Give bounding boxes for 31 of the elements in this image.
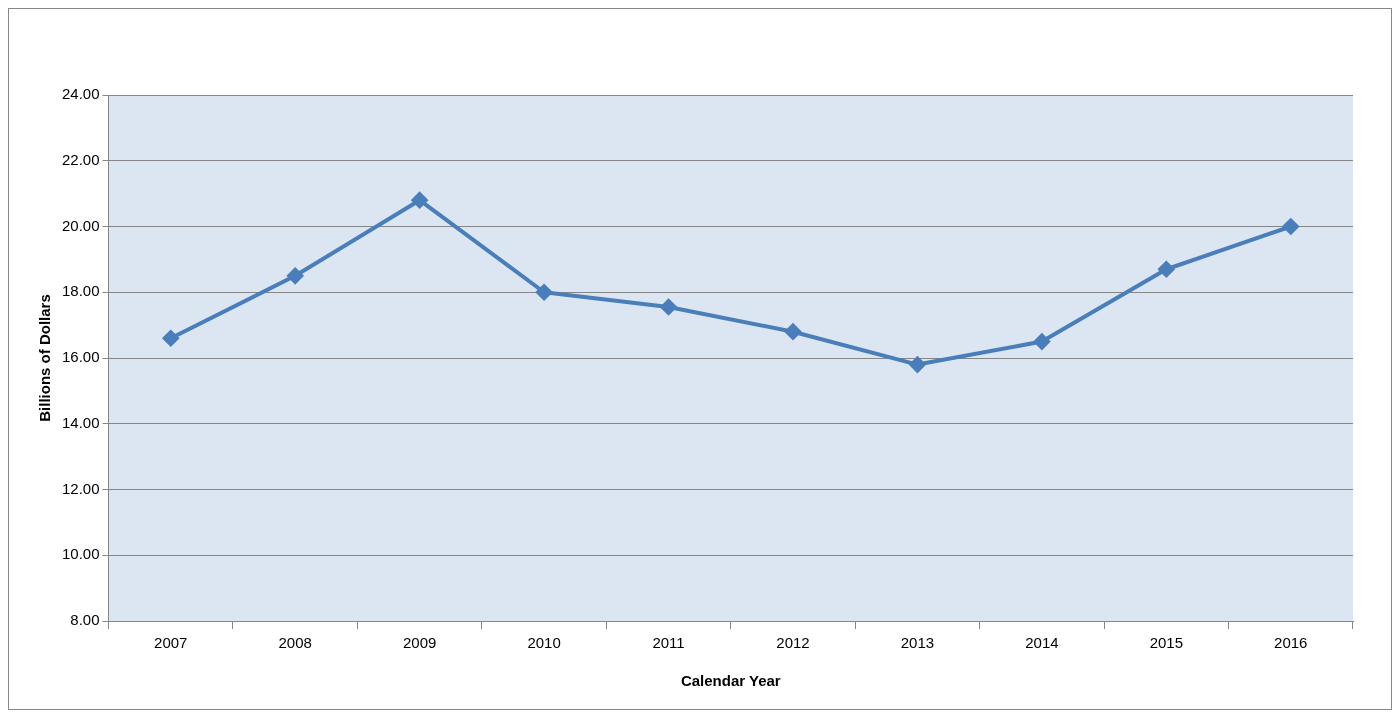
y-tick-label: 14.00 [61, 413, 100, 431]
point [1158, 261, 1175, 278]
x-tick-label: 2016 [1274, 634, 1308, 652]
y-tick-label: 10.00 [61, 545, 100, 563]
y-tick-label: 16.00 [61, 348, 100, 366]
point [287, 267, 304, 284]
point [1282, 218, 1299, 235]
y-tick-label: 18.00 [61, 282, 100, 300]
y-tick-label: 20.00 [61, 216, 100, 234]
x-tick-label: 2013 [900, 634, 935, 652]
y-tick-label: 8.00 [70, 611, 100, 629]
x-tick-label: 2012 [776, 634, 810, 652]
x-tick-label: 2009 [402, 634, 437, 652]
y-axis-title: Billions of Dollars [36, 294, 54, 422]
point [536, 284, 553, 301]
point [162, 330, 179, 347]
point [909, 356, 926, 373]
x-tick-label: 2015 [1149, 634, 1184, 652]
x-tick-label: 2008 [278, 634, 312, 652]
point [784, 323, 801, 340]
y-tick-label: 24.00 [61, 85, 100, 103]
point [660, 299, 677, 316]
y-tick-label: 22.00 [61, 150, 100, 168]
point [1033, 333, 1050, 350]
x-axis-title: Calendar Year [680, 672, 781, 690]
x-tick-label: 2011 [652, 634, 685, 652]
point [411, 192, 428, 209]
x-tick-label: 2007 [154, 634, 188, 652]
x-tick-label: 2010 [527, 634, 561, 652]
y-tick-label: 12.00 [61, 479, 100, 497]
x-tick-label: 2014 [1025, 634, 1059, 652]
